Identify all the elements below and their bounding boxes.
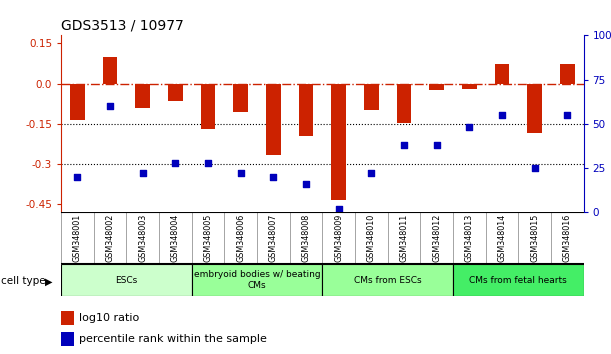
Text: GSM348009: GSM348009 — [334, 214, 343, 262]
Point — [170, 160, 180, 166]
Text: CMs from ESCs: CMs from ESCs — [354, 275, 422, 285]
Text: GSM348008: GSM348008 — [301, 214, 310, 262]
FancyBboxPatch shape — [453, 264, 584, 296]
Point — [268, 174, 278, 180]
Bar — [233, 84, 248, 112]
Text: GSM348015: GSM348015 — [530, 214, 539, 262]
Text: GSM348014: GSM348014 — [497, 214, 507, 262]
Text: ESCs: ESCs — [115, 275, 137, 285]
Bar — [430, 84, 444, 90]
Bar — [103, 57, 117, 84]
Bar — [266, 84, 280, 155]
Point — [367, 171, 376, 176]
Bar — [200, 84, 215, 129]
Bar — [397, 84, 411, 122]
Text: GSM348005: GSM348005 — [203, 214, 213, 262]
Text: GDS3513 / 10977: GDS3513 / 10977 — [61, 19, 184, 33]
Bar — [527, 84, 542, 133]
Text: GSM348003: GSM348003 — [138, 214, 147, 262]
Point — [105, 103, 115, 109]
FancyBboxPatch shape — [192, 264, 323, 296]
Bar — [61, 312, 74, 325]
Text: GSM348012: GSM348012 — [432, 214, 441, 262]
Bar — [136, 84, 150, 108]
Point — [530, 165, 540, 171]
Text: GSM348006: GSM348006 — [236, 214, 245, 262]
Point — [236, 171, 246, 176]
Text: embryoid bodies w/ beating
CMs: embryoid bodies w/ beating CMs — [194, 270, 320, 290]
Point — [432, 142, 442, 148]
Point — [497, 112, 507, 118]
Bar — [494, 64, 509, 84]
Text: GSM348010: GSM348010 — [367, 214, 376, 262]
Point — [301, 181, 311, 187]
Bar — [462, 84, 477, 89]
Bar — [168, 84, 183, 101]
FancyBboxPatch shape — [323, 264, 453, 296]
Text: GSM348007: GSM348007 — [269, 214, 278, 262]
Text: CMs from fetal hearts: CMs from fetal hearts — [469, 275, 567, 285]
Text: GSM348001: GSM348001 — [73, 214, 82, 262]
Bar — [61, 332, 74, 346]
Text: GSM348002: GSM348002 — [106, 214, 115, 262]
Bar — [331, 84, 346, 200]
Text: log10 ratio: log10 ratio — [79, 313, 140, 323]
Text: GSM348013: GSM348013 — [465, 214, 474, 262]
Bar — [364, 84, 379, 110]
Point — [399, 142, 409, 148]
FancyBboxPatch shape — [61, 264, 192, 296]
Point — [138, 171, 148, 176]
Text: GSM348016: GSM348016 — [563, 214, 572, 262]
Text: ▶: ▶ — [45, 276, 52, 286]
Text: percentile rank within the sample: percentile rank within the sample — [79, 334, 267, 344]
Point — [73, 174, 82, 180]
Point — [334, 206, 343, 212]
Bar — [299, 84, 313, 136]
Bar — [560, 64, 574, 84]
Text: cell type: cell type — [1, 276, 46, 286]
Point — [203, 160, 213, 166]
Text: GSM348004: GSM348004 — [171, 214, 180, 262]
Text: GSM348011: GSM348011 — [400, 214, 408, 262]
Point — [464, 125, 474, 130]
Bar — [70, 84, 85, 120]
Point — [562, 112, 572, 118]
